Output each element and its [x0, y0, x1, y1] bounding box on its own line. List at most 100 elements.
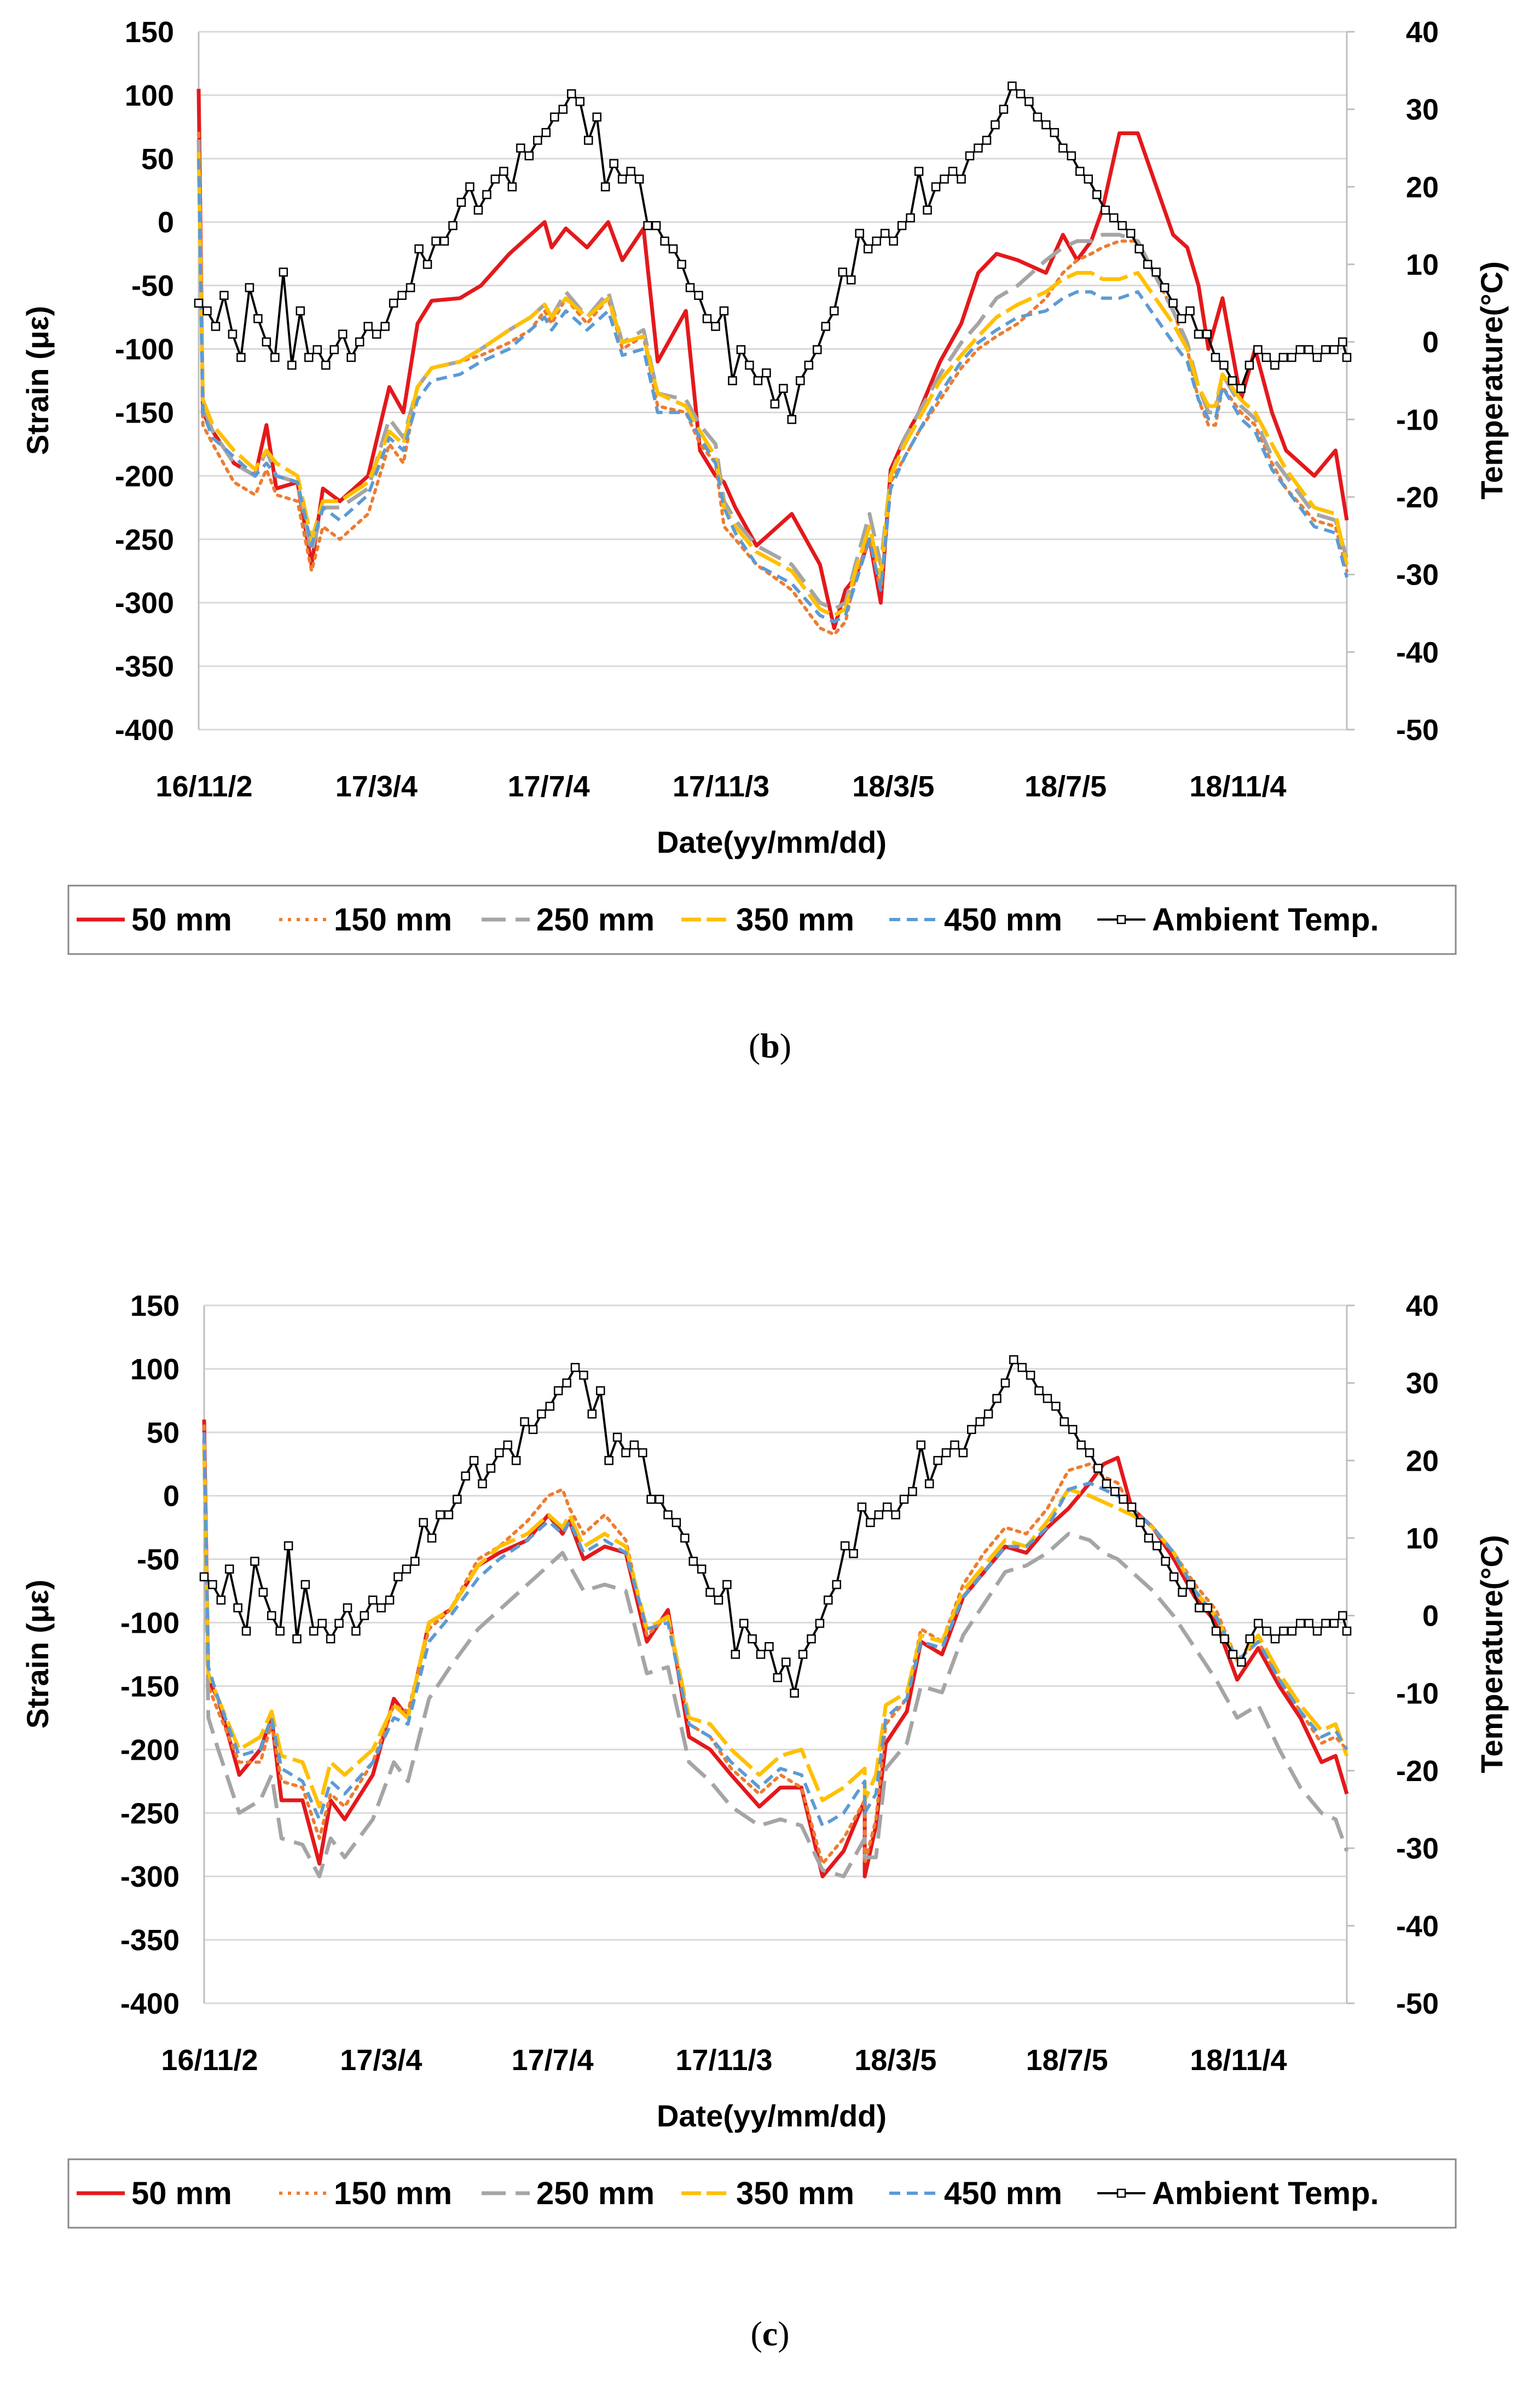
temp-marker-b	[194, 298, 204, 308]
legend-items-b: 50 mm 150 mm 250 mm 350 mm 450 mm Ambient Tem…	[77, 902, 1379, 938]
legend-b: 50 mm 150 mm 250 mm 350 mm 450 mm Ambient Tem…	[67, 885, 1457, 955]
temp-marker-b	[999, 105, 1009, 114]
temp-marker-c	[469, 1456, 479, 1465]
temp-marker-b	[406, 283, 415, 292]
temp-marker-c	[419, 1518, 428, 1527]
temp-marker-b	[304, 352, 314, 362]
temp-marker-b	[262, 337, 271, 346]
x-tick-label-b: 17/3/4	[335, 770, 418, 803]
temp-marker-b	[1270, 360, 1280, 370]
temp-marker-c	[781, 1657, 791, 1667]
temp-marker-c	[1026, 1371, 1035, 1380]
temp-marker-b	[312, 345, 322, 355]
temp-marker-b	[541, 128, 551, 137]
legend-item-b: Ambient Temp.	[1097, 902, 1379, 938]
temp-marker-b	[1168, 298, 1178, 308]
temp-marker-b	[846, 275, 856, 285]
x-tick-label-c: 17/3/4	[340, 2044, 422, 2077]
temp-marker-c	[478, 1479, 487, 1489]
legend-label-c: Ambient Temp.	[1152, 2176, 1379, 2211]
y-tick-label-c: -250	[120, 1797, 180, 1830]
axis-lines-b	[198, 31, 1354, 731]
temp-marker-c	[587, 1409, 597, 1419]
temp-marker-c	[570, 1363, 580, 1372]
x-tick-labels-b: 16/11/2 17/3/4 17/7/4 17/11/3 18/3/5 18/7/5 18…	[155, 770, 1286, 803]
temp-marker-b	[1050, 128, 1060, 137]
x-axis-title-b: Date(yy/mm/dd)	[657, 825, 887, 859]
temp-marker-b	[279, 267, 288, 277]
y2-tick-label-c: -30	[1396, 1833, 1439, 1865]
y2-tick-label-b: 40	[1406, 16, 1439, 49]
y2-tick-label-c: 20	[1406, 1444, 1439, 1477]
y-tick-label-b: 100	[125, 79, 174, 112]
temp-marker-c	[309, 1626, 319, 1636]
temp-marker-c	[528, 1425, 538, 1434]
temp-marker-b	[567, 89, 576, 99]
temp-marker-b	[482, 190, 491, 199]
temp-marker-b	[533, 136, 542, 145]
temp-marker-b	[931, 182, 941, 192]
temp-marker-b	[346, 352, 356, 362]
temp-marker-c	[790, 1689, 799, 1698]
caption-c: (c)	[750, 2314, 789, 2353]
legend-item-b: 250 mm	[482, 902, 655, 938]
caption-close-c: )	[778, 2314, 789, 2353]
temp-marker-c	[326, 1634, 335, 1644]
temp-marker-c	[941, 1448, 951, 1458]
temp-marker-b	[465, 182, 474, 192]
temp-marker-b	[1109, 213, 1119, 223]
temp-marker-b	[1304, 345, 1313, 355]
y-tick-label-c: -300	[120, 1860, 180, 1893]
temp-marker-c	[1253, 1619, 1263, 1628]
temp-marker-c	[891, 1510, 900, 1519]
temp-marker-c	[427, 1533, 437, 1543]
temp-marker-b	[1219, 360, 1229, 370]
temp-marker-c	[1329, 1619, 1339, 1628]
y2-tick-label-b: 20	[1406, 171, 1439, 204]
legend-item-c: 150 mm	[279, 2176, 452, 2211]
temp-marker-c	[292, 1634, 302, 1644]
x-axis-title-c: Date(yy/mm/dd)	[657, 2099, 887, 2133]
y-tick-label-c: -150	[120, 1670, 180, 1703]
temp-marker-b	[736, 345, 746, 355]
y-tick-label-c: -350	[120, 1924, 180, 1957]
temp-marker-c	[453, 1494, 462, 1504]
temp-marker-c	[520, 1417, 529, 1426]
temp-marker-b	[1287, 352, 1296, 362]
legend-item-b: 350 mm	[681, 902, 854, 938]
temp-marker-c	[1279, 1626, 1288, 1636]
temp-marker-c	[840, 1541, 850, 1551]
y2-tick-label-b: 10	[1406, 248, 1439, 281]
temp-marker-b	[202, 306, 212, 316]
temp-marker-c	[495, 1448, 504, 1458]
temp-marker-b	[804, 360, 814, 370]
temp-marker-c	[824, 1596, 833, 1605]
y2-tick-label-c: -10	[1396, 1677, 1439, 1710]
temp-marker-c	[663, 1510, 673, 1519]
temp-marker-c	[992, 1394, 1001, 1403]
temp-marker-c	[486, 1464, 496, 1473]
series-line-450-mm-b	[197, 158, 1348, 623]
temp-marker-c	[983, 1409, 993, 1419]
temp-marker-c	[553, 1386, 563, 1396]
series-line-350-mm-b	[196, 152, 1349, 617]
temp-marker-b	[643, 221, 652, 230]
temp-marker-b	[516, 143, 525, 153]
temp-marker-b	[651, 221, 661, 230]
x-tick-labels-c: 16/11/2 17/3/4 17/7/4 17/11/3 18/3/5 18/7/5 18…	[161, 2044, 1287, 2077]
temp-marker-c	[1068, 1425, 1078, 1434]
temp-marker-b	[609, 159, 618, 169]
temp-marker-b	[287, 360, 297, 370]
temp-marker-c	[815, 1619, 825, 1628]
temp-marker-c	[748, 1634, 757, 1644]
temp-marker-c	[444, 1510, 454, 1519]
x-tick-label-c: 18/3/5	[854, 2044, 936, 2077]
temp-marker-c	[882, 1502, 892, 1512]
temp-marker-c	[1220, 1634, 1229, 1644]
temp-marker-b	[1016, 89, 1026, 99]
temp-marker-b	[1101, 205, 1110, 215]
y2-tick-label-c: 30	[1406, 1367, 1439, 1400]
temp-marker-c	[461, 1471, 470, 1481]
temp-marker-b	[372, 330, 381, 339]
